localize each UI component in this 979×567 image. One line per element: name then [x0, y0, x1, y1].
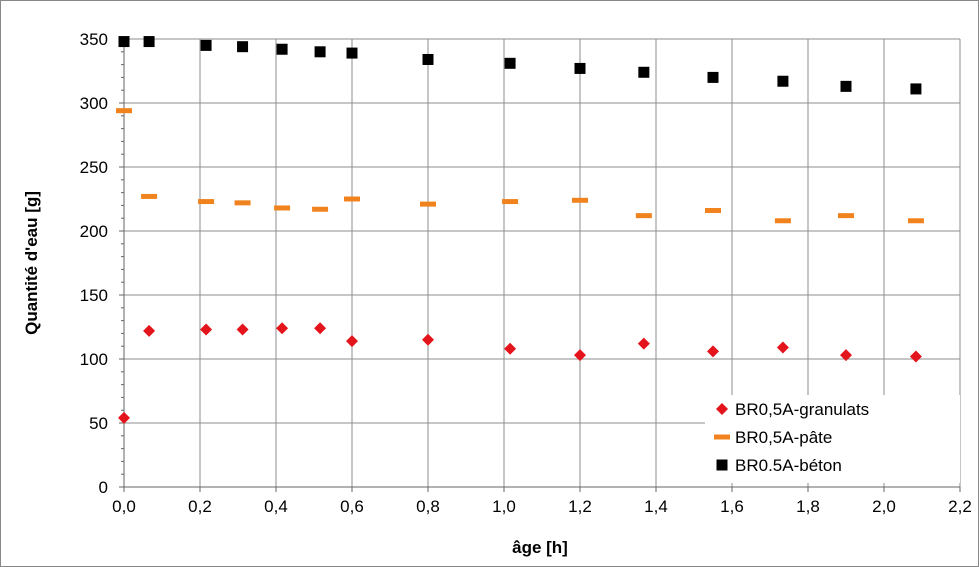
x-tick-label: 1,4: [644, 497, 668, 516]
data-point: [707, 71, 719, 83]
data-point: [118, 411, 130, 424]
data-point: [572, 197, 588, 203]
x-tick-label: 2,2: [948, 497, 972, 516]
x-tick-label: 0,6: [340, 497, 364, 516]
legend: BR0,5A-granulats BR0,5A-pâte BR0.5A-béton: [705, 395, 960, 483]
data-point: [907, 218, 924, 224]
data-point: [118, 36, 130, 48]
data-point: [236, 323, 249, 336]
data-point: [141, 193, 158, 199]
data-point: [635, 213, 652, 219]
legend-marker: [716, 403, 728, 415]
data-point: [776, 341, 789, 354]
data-point: [838, 213, 854, 219]
data-point: [200, 323, 213, 336]
x-tick-label: 0,4: [264, 497, 288, 516]
data-point: [234, 200, 251, 206]
data-point: [274, 205, 291, 211]
x-tick-label: 1,0: [492, 497, 516, 516]
y-tick-label: 350: [80, 30, 108, 49]
data-point: [237, 41, 249, 53]
data-point: [422, 53, 434, 65]
data-point: [910, 83, 922, 95]
y-tick-label: 250: [80, 158, 108, 177]
data-point: [312, 206, 329, 212]
x-axis-title: âge [h]: [512, 538, 568, 557]
data-point: [504, 57, 516, 69]
data-series: [116, 36, 924, 424]
data-point: [314, 46, 326, 58]
y-tick-label: 150: [80, 286, 108, 305]
data-point: [116, 108, 132, 114]
x-tick-label: 2,0: [872, 497, 896, 516]
x-tick-label: 0,8: [416, 497, 440, 516]
data-point: [638, 66, 650, 78]
data-point: [840, 80, 852, 92]
data-point: [774, 218, 791, 224]
y-tick-label: 200: [80, 222, 108, 241]
legend-label: BR0,5A-pâte: [735, 428, 832, 447]
data-point: [777, 75, 789, 87]
y-tick-label: 0: [99, 478, 108, 497]
x-tick-label: 1,2: [568, 497, 592, 516]
legend-label: BR0,5A-granulats: [735, 400, 869, 419]
y-tick-label: 100: [80, 350, 108, 369]
data-point: [346, 335, 358, 348]
x-tick-label: 0,0: [112, 497, 136, 516]
legend-box: [705, 395, 960, 483]
legend-marker: [716, 459, 728, 471]
data-point: [909, 350, 922, 363]
x-tick-label: 1,8: [796, 497, 820, 516]
data-point: [502, 199, 519, 205]
data-point: [422, 333, 434, 346]
data-point: [314, 322, 327, 335]
legend-marker: [714, 434, 730, 440]
data-point: [574, 62, 586, 74]
x-tick-label: 0,2: [188, 497, 212, 516]
data-point: [276, 43, 288, 55]
data-point: [198, 199, 215, 205]
data-point: [705, 208, 721, 214]
x-tick-label: 1,6: [720, 497, 744, 516]
data-point: [574, 349, 586, 362]
y-tick-label: 50: [89, 414, 108, 433]
y-axis-title: Quantité d'eau [g]: [22, 191, 41, 335]
data-point: [840, 349, 852, 362]
axes: 0 50 100 150 200 250 300 350 0,0 0,2 0,4 0,6 0,8 1,0 1…: [80, 30, 972, 516]
data-point: [143, 36, 155, 48]
data-point: [637, 337, 650, 350]
data-point: [707, 345, 719, 358]
y-tick-label: 300: [80, 94, 108, 113]
data-point: [143, 324, 156, 337]
data-point: [346, 47, 358, 59]
data-point: [504, 342, 517, 355]
data-point: [276, 322, 289, 335]
data-point: [200, 39, 212, 51]
data-point: [344, 196, 360, 202]
legend-label: BR0.5A-béton: [735, 456, 842, 475]
data-point: [420, 201, 436, 207]
